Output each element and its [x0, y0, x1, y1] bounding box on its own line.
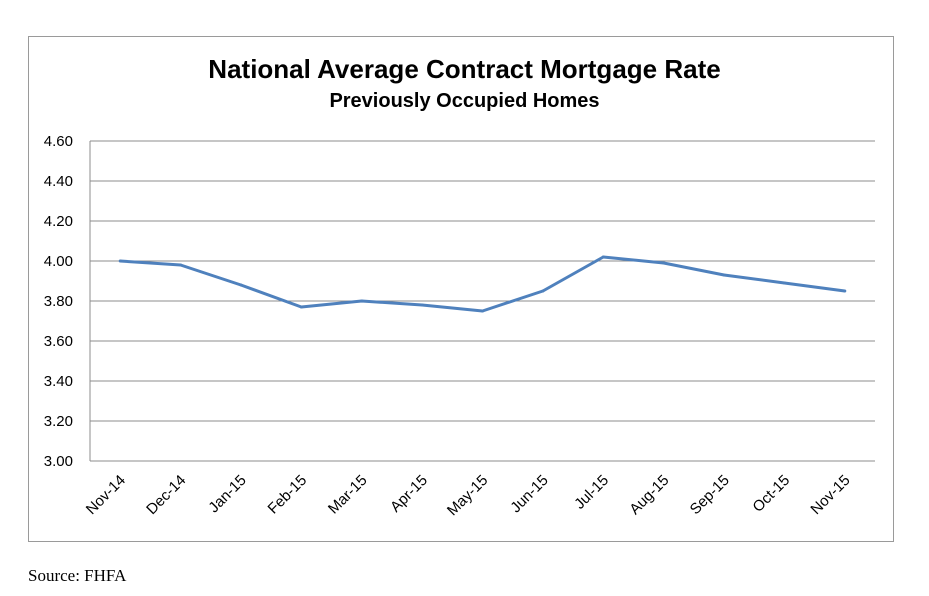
x-tick-label: Aug-15 — [626, 472, 672, 518]
x-tick-label: Nov-15 — [807, 472, 853, 518]
y-axis-ticks: 3.00 3.20 3.40 3.60 3.80 4.00 4.20 4.40 4.60 — [44, 133, 73, 470]
x-axis-ticks: Nov-14 Dec-14 Jan-15 Feb-15 Mar-15 Apr-15 May-… — [83, 472, 854, 519]
x-tick-label: Mar-15 — [325, 472, 371, 518]
x-tick-label: Feb-15 — [265, 472, 311, 518]
x-tick-label: Oct-15 — [749, 472, 793, 516]
y-tick-label: 3.80 — [44, 293, 73, 310]
x-tick-label: Jan-15 — [205, 472, 249, 516]
y-tick-label: 3.60 — [44, 333, 73, 350]
data-point — [722, 273, 726, 277]
series-line — [120, 255, 846, 313]
x-tick-label: Jul-15 — [571, 472, 612, 513]
x-tick-label: Apr-15 — [387, 472, 431, 516]
x-tick-label: May-15 — [444, 472, 491, 519]
y-tick-label: 4.40 — [44, 173, 73, 190]
y-tick-label: 4.20 — [44, 213, 73, 230]
y-tick-label: 4.60 — [44, 133, 73, 150]
series-group — [118, 255, 847, 313]
data-point — [420, 303, 424, 307]
data-point — [481, 309, 484, 313]
y-tick-label: 4.00 — [44, 253, 73, 270]
data-point — [782, 281, 786, 285]
source-note: Source: FHFA — [28, 566, 127, 585]
x-tick-label: Nov-14 — [83, 472, 129, 518]
x-tick-label: Jun-15 — [507, 472, 551, 516]
data-point — [179, 263, 183, 267]
data-point — [118, 259, 122, 263]
gridlines — [89, 140, 875, 462]
data-point — [541, 289, 545, 293]
x-tick-label: Sep-15 — [687, 472, 733, 518]
data-point — [843, 289, 847, 293]
chart-subtitle: Previously Occupied Homes — [329, 90, 600, 112]
data-point — [360, 299, 364, 303]
data-point — [601, 255, 605, 259]
y-tick-label: 3.40 — [44, 373, 73, 390]
chart-title: National Average Contract Mortgage Rate — [208, 54, 721, 84]
x-tick-label: Dec-14 — [143, 472, 189, 518]
y-tick-label: 3.20 — [44, 413, 73, 430]
data-point — [239, 283, 243, 287]
y-tick-label: 3.00 — [44, 453, 73, 470]
chart-frame — [28, 36, 894, 542]
data-point — [662, 261, 666, 265]
data-point — [299, 305, 303, 309]
